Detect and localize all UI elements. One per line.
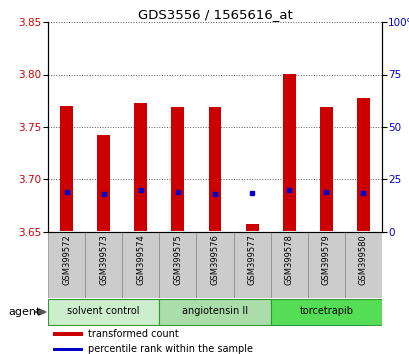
Text: angiotensin II: angiotensin II xyxy=(182,307,247,316)
Bar xyxy=(282,74,295,231)
Bar xyxy=(270,299,381,325)
Bar xyxy=(60,106,73,231)
Text: solvent control: solvent control xyxy=(67,307,139,316)
Bar xyxy=(196,232,233,298)
Bar xyxy=(208,107,221,231)
Bar xyxy=(85,232,122,298)
Bar xyxy=(97,135,110,231)
Bar xyxy=(159,232,196,298)
Bar xyxy=(307,232,344,298)
Text: GSM399575: GSM399575 xyxy=(173,234,182,285)
Bar xyxy=(319,107,332,231)
Bar xyxy=(53,332,83,336)
Bar xyxy=(134,103,147,231)
Bar xyxy=(122,232,159,298)
Text: torcetrapib: torcetrapib xyxy=(299,307,353,316)
Text: GSM399577: GSM399577 xyxy=(247,234,256,285)
Text: agent: agent xyxy=(8,307,40,317)
Text: percentile rank within the sample: percentile rank within the sample xyxy=(88,344,252,354)
Text: transformed count: transformed count xyxy=(88,329,178,339)
Text: GSM399576: GSM399576 xyxy=(210,234,219,285)
Bar xyxy=(356,98,369,231)
Bar xyxy=(159,299,270,325)
Bar xyxy=(48,299,159,325)
Bar xyxy=(171,107,184,231)
Text: GSM399580: GSM399580 xyxy=(358,234,367,285)
Bar xyxy=(344,232,381,298)
Bar xyxy=(233,232,270,298)
Text: GSM399573: GSM399573 xyxy=(99,234,108,285)
Text: GSM399572: GSM399572 xyxy=(62,234,71,285)
Title: GDS3556 / 1565616_at: GDS3556 / 1565616_at xyxy=(137,8,292,21)
Bar xyxy=(245,224,258,231)
Text: GSM399574: GSM399574 xyxy=(136,234,145,285)
Text: GSM399579: GSM399579 xyxy=(321,234,330,285)
Bar xyxy=(270,232,307,298)
Bar xyxy=(48,232,85,298)
Bar xyxy=(53,348,83,351)
Text: GSM399578: GSM399578 xyxy=(284,234,293,285)
